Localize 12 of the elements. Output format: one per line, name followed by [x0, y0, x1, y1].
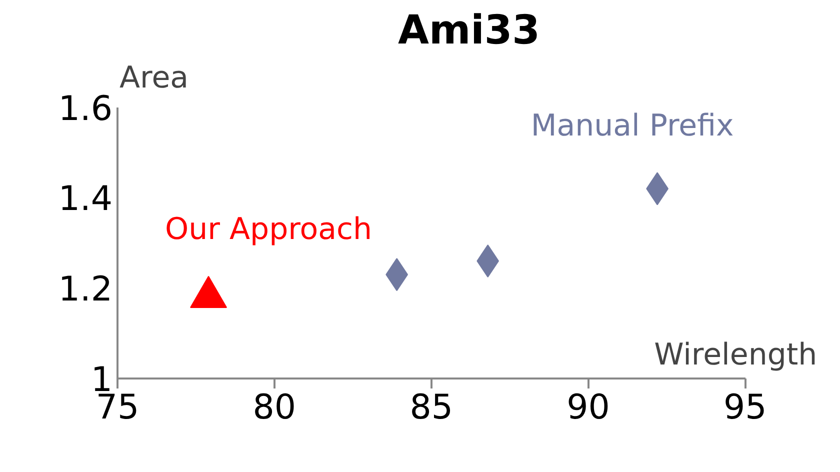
y-tick-label: 1.6: [58, 88, 113, 129]
x-tick-label: 80: [252, 388, 296, 428]
x-tick-label: 85: [410, 388, 453, 428]
x-tick-label: 90: [566, 388, 610, 428]
series-label: Our Approach: [165, 212, 372, 248]
y-tick-label: 1.4: [58, 179, 113, 220]
x-tick-label: 95: [724, 388, 767, 428]
chart-title: Ami33: [398, 8, 540, 54]
series-label: Manual Prefix: [530, 108, 734, 144]
x-axis-title: Wirelength: [654, 338, 818, 372]
y-tick-label: 1.2: [58, 270, 113, 310]
y-axis-title: Area: [120, 60, 189, 96]
